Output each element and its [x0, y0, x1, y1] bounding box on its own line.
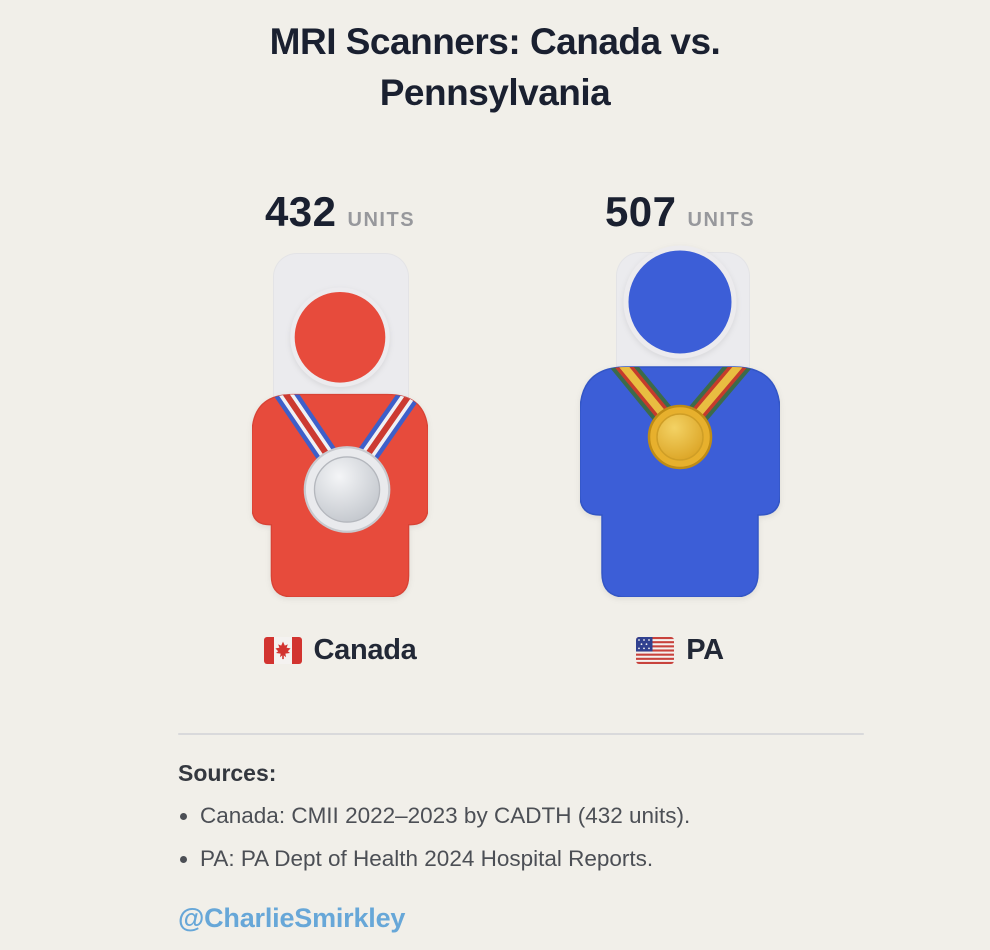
sources-list: Canada: CMII 2022–2023 by CADTH (432 uni… — [178, 801, 868, 873]
silver-medal-icon — [303, 446, 391, 533]
stat-unit-pa: UNITS — [687, 209, 756, 231]
divider — [178, 733, 864, 735]
page-title: MRI Scanners: Canada vs. Pennsylvania — [269, 21, 721, 114]
person-body-pa — [580, 366, 780, 597]
stat-canada: 432 UNITS — [140, 188, 540, 236]
person-figure-pa — [580, 245, 780, 597]
person-head-canada — [290, 287, 390, 388]
stat-value-canada: 432 — [264, 188, 337, 235]
person-head-pa — [623, 245, 737, 359]
source-item-pa: PA: PA Dept of Health 2024 Hospital Repo… — [200, 844, 868, 874]
maple-leaf-icon — [274, 641, 291, 659]
sources-heading: Sources: — [178, 760, 277, 786]
label-row-pa: PA — [480, 632, 880, 668]
canada-flag-icon — [263, 636, 302, 664]
label-pa: PA — [686, 633, 724, 666]
label-canada: Canada — [313, 633, 417, 666]
source-item-canada: Canada: CMII 2022–2023 by CADTH (432 uni… — [200, 801, 868, 831]
author-handle: @CharlieSmirkley — [178, 903, 406, 933]
gold-medal-icon — [647, 404, 713, 470]
stat-pa: 507 UNITS — [480, 188, 880, 236]
stat-value-pa: 507 — [604, 188, 677, 235]
sources-section: Sources: Canada: CMII 2022–2023 by CADTH… — [178, 760, 868, 886]
us-flag-icon — [636, 636, 675, 664]
person-figure-canada — [252, 287, 428, 597]
label-row-canada: Canada — [140, 632, 540, 668]
stat-unit-canada: UNITS — [347, 209, 416, 231]
